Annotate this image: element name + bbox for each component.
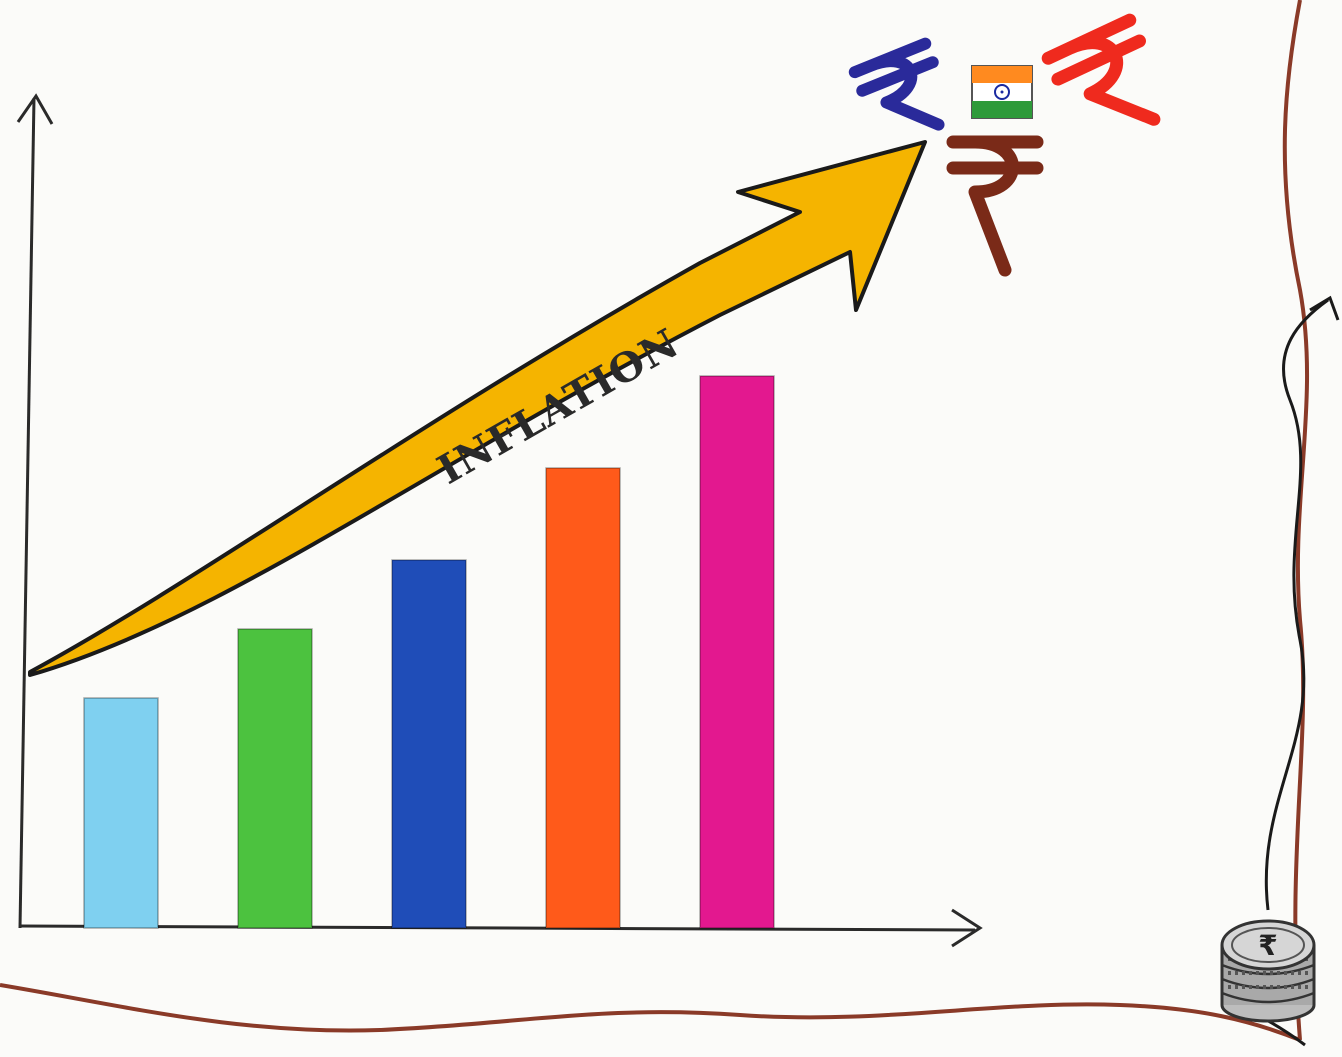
- rupee-blue-icon: [848, 37, 945, 131]
- right-trend-line: [1264, 298, 1329, 911]
- axes: [16, 93, 983, 948]
- y-axis: [18, 97, 36, 929]
- x-axis-arrowhead: [951, 908, 983, 948]
- india-flag-icon: [971, 65, 1033, 119]
- inflation-arrow: INFLATION: [28, 140, 927, 677]
- rupee-brown-icon: [946, 135, 1044, 277]
- border-bottom-wave: [0, 983, 1301, 1042]
- coin-stack-icon: ₹: [1220, 919, 1316, 1023]
- x-axis: [19, 924, 976, 932]
- bar-1: [83, 697, 159, 929]
- border-right-wave: [1282, 0, 1310, 1041]
- bar-3: [391, 559, 467, 929]
- rupee-red-icon: [1041, 13, 1161, 126]
- y-axis-arrowhead: [16, 93, 54, 125]
- bars: [83, 375, 775, 929]
- bar-2: [237, 628, 313, 929]
- bar-5: [699, 375, 775, 929]
- right-trend-arrowhead: [1309, 295, 1340, 321]
- bar-4: [545, 467, 621, 929]
- coin-rupee-glyph: ₹: [1258, 929, 1277, 962]
- inflation-arrow-body: [28, 140, 927, 677]
